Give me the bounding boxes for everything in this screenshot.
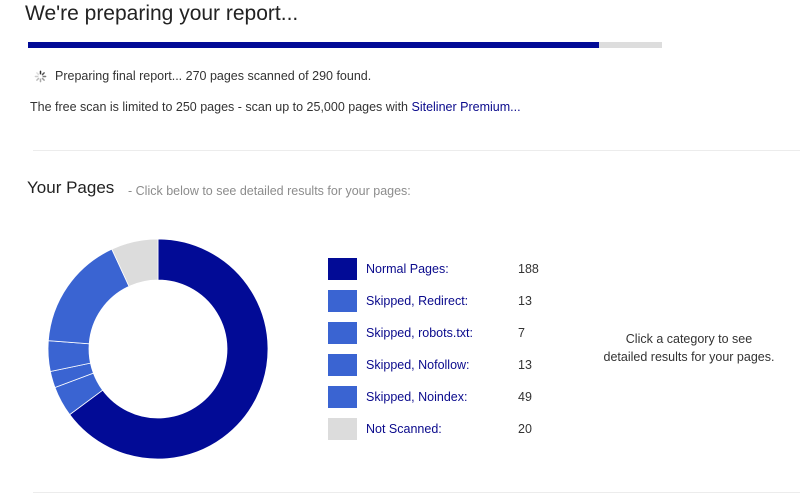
legend-swatch bbox=[328, 354, 357, 376]
hint-line: detailed results for your pages. bbox=[603, 350, 775, 364]
section-title: Your Pages bbox=[27, 178, 115, 197]
pages-donut-chart bbox=[47, 238, 269, 460]
hint-line: Click a category to see bbox=[625, 332, 753, 346]
page-title: We're preparing your report... bbox=[25, 2, 299, 25]
siteliner-premium-link[interactable]: Siteliner Premium... bbox=[411, 100, 521, 114]
scan-limit-notice: The free scan is limited to 250 pages - … bbox=[30, 100, 521, 114]
legend-count: 188 bbox=[518, 262, 539, 276]
donut-slice-skipped-noindex[interactable] bbox=[47, 248, 130, 345]
legend-label[interactable]: Not Scanned: bbox=[366, 422, 442, 436]
legend-label[interactable]: Skipped, Redirect: bbox=[366, 294, 469, 308]
donut-slice-not-scanned[interactable] bbox=[111, 238, 159, 287]
legend-count: 20 bbox=[518, 422, 532, 436]
divider bbox=[33, 150, 800, 151]
loading-spinner-icon bbox=[34, 70, 47, 82]
legend-swatch bbox=[328, 386, 357, 408]
legend-count: 13 bbox=[518, 358, 532, 372]
legend-item-not-scanned[interactable]: Not Scanned: 20 bbox=[328, 418, 539, 440]
legend-item-normal-pages[interactable]: Normal Pages: 188 bbox=[328, 258, 539, 280]
legend-label[interactable]: Skipped, Noindex: bbox=[366, 390, 468, 404]
legend-count: 49 bbox=[518, 390, 532, 404]
scan-limit-text: The free scan is limited to 250 pages - … bbox=[30, 100, 412, 114]
legend-label[interactable]: Normal Pages: bbox=[366, 262, 449, 276]
donut-slice-normal-pages[interactable] bbox=[69, 238, 269, 460]
category-hint: Click a category to see detailed results… bbox=[584, 330, 794, 366]
category-legend: Normal Pages: 188 Skipped, Redirect: 13 Skip… bbox=[328, 258, 539, 450]
legend-swatch bbox=[328, 322, 357, 344]
legend-swatch bbox=[328, 418, 357, 440]
status-text: Preparing final report... 270 pages scan… bbox=[55, 69, 372, 83]
legend-item-skipped-robots-txt[interactable]: Skipped, robots.txt: 7 bbox=[328, 322, 539, 344]
legend-swatch bbox=[328, 258, 357, 280]
divider bbox=[33, 492, 800, 493]
legend-item-skipped-noindex[interactable]: Skipped, Noindex: 49 bbox=[328, 386, 539, 408]
progress-bar-fill bbox=[28, 42, 599, 48]
progress-bar bbox=[28, 42, 662, 48]
status-line: Preparing final report... 270 pages scan… bbox=[34, 69, 371, 83]
legend-label[interactable]: Skipped, robots.txt: bbox=[366, 326, 474, 340]
section-subtitle: - Click below to see detailed results fo… bbox=[128, 184, 411, 198]
legend-item-skipped-nofollow[interactable]: Skipped, Nofollow: 13 bbox=[328, 354, 539, 376]
legend-swatch bbox=[328, 290, 357, 312]
legend-count: 13 bbox=[518, 294, 532, 308]
legend-label[interactable]: Skipped, Nofollow: bbox=[366, 358, 470, 372]
legend-count: 7 bbox=[518, 326, 525, 340]
legend-item-skipped-redirect[interactable]: Skipped, Redirect: 13 bbox=[328, 290, 539, 312]
